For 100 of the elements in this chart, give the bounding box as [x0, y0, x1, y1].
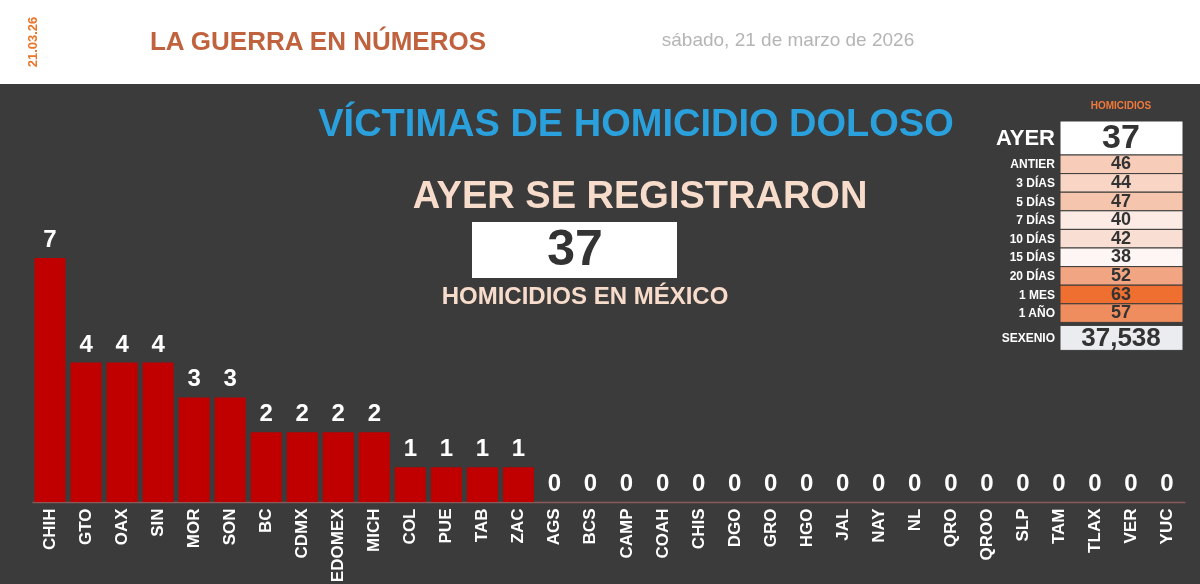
x-tick-label: JAL [832, 508, 852, 541]
x-tick-label: COAH [652, 508, 672, 559]
bar [430, 467, 462, 502]
data-label: 4 [151, 329, 166, 357]
category-label: SEXENIO [1001, 330, 1055, 345]
x-tick-label: DGO [724, 508, 744, 548]
data-label: 2 [331, 399, 345, 427]
data-label: 42 [1110, 227, 1132, 248]
x-tick-label: HGO [796, 508, 816, 548]
x-tick-label: NL [904, 508, 924, 532]
category-label: 7 DÍAS [1016, 212, 1055, 228]
data-label: 2 [259, 399, 273, 427]
data-label: 0 [980, 469, 994, 496]
x-tick-label: MOR [184, 508, 204, 549]
data-label: 1 [511, 434, 526, 462]
data-label: 0 [655, 469, 670, 496]
data-label: 0 [763, 469, 778, 496]
x-tick-label: SLP [1012, 508, 1032, 542]
bar [286, 432, 318, 502]
x-tick-label: TLAX [1084, 507, 1104, 553]
data-label: 46 [1110, 153, 1132, 174]
data-label: 7 [43, 225, 57, 252]
bar [358, 432, 390, 502]
bar [142, 362, 174, 502]
x-tick-label: PUE [436, 508, 456, 544]
data-label: 38 [1110, 246, 1132, 267]
x-tick-label: CHIH [40, 508, 60, 551]
data-label: 37 [1102, 117, 1140, 155]
bar [394, 467, 426, 502]
x-tick-label: ZAC [508, 508, 528, 544]
x-tick-label: BC [256, 508, 276, 534]
data-label: 0 [1088, 469, 1102, 496]
data-label: 0 [547, 469, 562, 496]
text: HOMICIDIOS [1090, 100, 1152, 111]
text: 21.03.26 [25, 16, 40, 68]
data-label: 4 [115, 329, 130, 357]
x-tick-label: CHIS [688, 508, 708, 550]
x-tick-label: EDOMEX [328, 507, 348, 583]
x-tick-label: VER [1120, 508, 1140, 544]
x-tick-label: YUC [1156, 508, 1176, 545]
x-tick-label: SIN [148, 508, 168, 537]
x-tick-label: BCS [580, 508, 600, 545]
x-tick-label: QRO [940, 508, 960, 548]
data-label: 0 [727, 469, 742, 496]
category-label: 15 DÍAS [1009, 249, 1055, 265]
data-label: 0 [836, 469, 850, 496]
data-label: 0 [944, 469, 958, 496]
data-label: 40 [1110, 209, 1132, 230]
x-tick-label: AGS [544, 508, 564, 546]
data-label: 0 [799, 469, 814, 496]
category-label: 1 MES [1018, 287, 1055, 302]
x-tick-label: GRO [760, 508, 780, 548]
text: AYER SE REGISTRARON [412, 174, 868, 216]
x-tick-label: TAB [472, 508, 492, 543]
data-label: 2 [367, 399, 381, 427]
data-label: 44 [1110, 171, 1132, 192]
bar [466, 467, 498, 502]
data-label: 37,538 [1081, 321, 1161, 352]
bar [178, 397, 210, 502]
data-label: 1 [475, 434, 490, 462]
x-tick-label: TAM [1048, 508, 1068, 545]
bar [250, 432, 282, 502]
category-label: 3 DÍAS [1016, 174, 1055, 190]
data-label: 3 [187, 364, 201, 392]
data-label: 3 [223, 364, 237, 392]
category-label: ANTIER [1010, 157, 1056, 172]
bar [322, 432, 354, 502]
data-label: 0 [1124, 469, 1138, 496]
data-label: 0 [908, 469, 922, 496]
annotation: 37 [547, 220, 603, 276]
data-label: 57 [1110, 302, 1132, 323]
x-tick-label: CDMX [292, 507, 312, 559]
data-label: 47 [1110, 190, 1132, 211]
data-label: 0 [872, 469, 886, 496]
category-label: 10 DÍAS [1009, 230, 1055, 246]
x-tick-label: NAY [868, 507, 888, 543]
data-label: 1 [439, 434, 454, 462]
data-label: 1 [403, 434, 418, 462]
data-label: 0 [1052, 469, 1066, 496]
data-label: 0 [619, 469, 634, 496]
data-label: 0 [1016, 469, 1030, 496]
data-label: 4 [79, 329, 94, 357]
x-tick-label: GTO [76, 508, 96, 546]
data-label: 2 [295, 399, 309, 427]
x-tick-label: QROO [976, 508, 996, 561]
bar [502, 467, 534, 502]
data-label: 0 [691, 469, 706, 496]
annotation: HOMICIDIOS EN MÉXICO [441, 282, 729, 309]
data-label: 52 [1110, 264, 1132, 285]
text: LA GUERRA EN NÚMEROS [149, 26, 487, 56]
x-tick-label: OAX [112, 507, 132, 546]
x-tick-label: COL [400, 508, 420, 545]
bar [70, 362, 102, 502]
category-label: 1 AÑO [1018, 305, 1055, 321]
x-tick-label: CAMP [616, 508, 636, 559]
category-label: AYER [995, 125, 1056, 150]
category-label: 5 DÍAS [1016, 193, 1055, 209]
data-label: 63 [1110, 283, 1132, 304]
x-tick-label: SON [220, 508, 240, 546]
chart-title: VÍCTIMAS DE HOMICIDIO DOLOSO [318, 101, 954, 144]
